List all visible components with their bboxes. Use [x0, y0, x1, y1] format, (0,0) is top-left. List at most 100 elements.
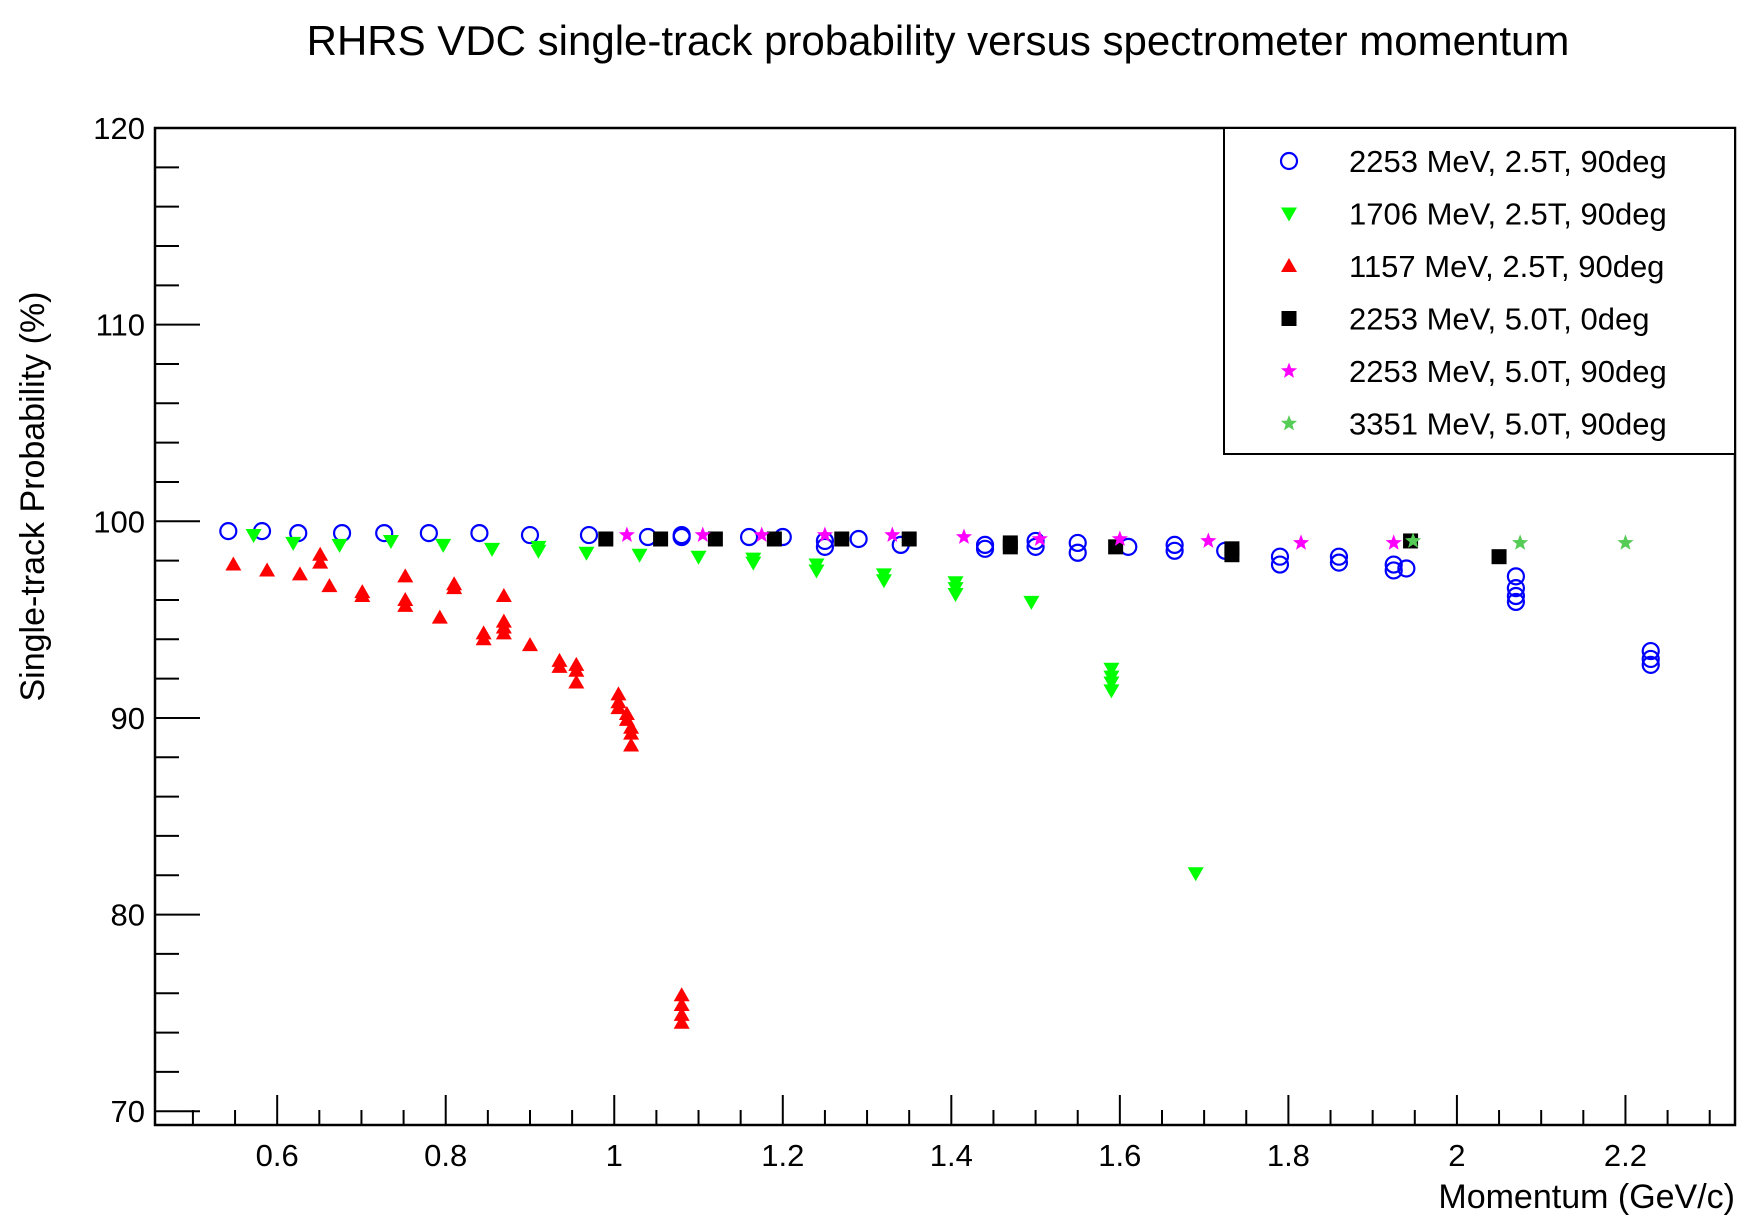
data-point — [1617, 534, 1634, 550]
data-point — [331, 538, 348, 553]
data-point — [875, 574, 892, 589]
data-point — [901, 531, 917, 547]
data-point — [1031, 530, 1048, 546]
legend-entry: 2253 MeV, 5.0T, 90deg — [1280, 354, 1667, 389]
x-tick-label: 2 — [1448, 1138, 1465, 1173]
data-point — [815, 537, 835, 556]
data-point — [884, 526, 901, 542]
x-tick-label: 1.4 — [930, 1138, 973, 1173]
data-point — [808, 564, 825, 579]
legend-marker — [1281, 311, 1297, 326]
x-axis: 0.6 0.8 1 1.2 1.4 1.6 1.8 2 2.2 — [191, 1095, 1711, 1173]
series-2 — [245, 529, 1204, 882]
data-point — [1023, 595, 1040, 610]
data-point — [745, 556, 762, 571]
x-tick-label: 1.6 — [1098, 1138, 1141, 1173]
y-tick-label: 110 — [96, 308, 145, 343]
data-point — [673, 1014, 690, 1029]
data-point — [1384, 555, 1403, 574]
data-point — [475, 631, 492, 646]
data-point — [690, 550, 707, 565]
data-points — [219, 522, 1660, 1029]
legend-marker — [1281, 207, 1297, 222]
legend-label: 2253 MeV, 5.0T, 90deg — [1349, 354, 1667, 389]
data-point — [1103, 662, 1120, 677]
data-point — [1165, 541, 1184, 560]
data-point — [1512, 534, 1529, 550]
legend-entry: 2253 MeV, 2.5T, 90deg — [1279, 144, 1667, 179]
data-point — [1329, 547, 1349, 566]
data-point — [495, 588, 512, 603]
data-point — [1165, 535, 1184, 554]
y-tick-label: 100 — [93, 504, 145, 539]
data-point — [955, 528, 973, 544]
chart-title: RHRS VDC single-track probability versus… — [307, 17, 1570, 64]
data-point — [259, 562, 276, 577]
legend-entry: 1157 MeV, 2.5T, 90deg — [1281, 249, 1664, 284]
data-point — [397, 568, 414, 583]
data-point — [672, 527, 691, 547]
data-point — [1506, 586, 1526, 606]
data-point — [431, 609, 448, 624]
data-point — [1002, 539, 1018, 555]
legend-label: 2253 MeV, 2.5T, 90deg — [1349, 144, 1667, 179]
data-point — [1026, 531, 1045, 551]
data-point — [321, 578, 338, 593]
data-point — [766, 531, 782, 547]
series-6 — [1405, 532, 1634, 550]
legend-entry: 2253 MeV, 5.0T, 0deg — [1281, 302, 1649, 337]
data-point — [397, 597, 414, 612]
data-point — [694, 526, 711, 542]
data-point — [1224, 547, 1240, 563]
data-point — [1405, 532, 1422, 548]
data-point — [623, 725, 640, 740]
data-point — [1491, 549, 1507, 565]
legend-marker — [1279, 151, 1299, 171]
data-point — [530, 544, 547, 559]
data-point — [1641, 649, 1660, 669]
data-point — [1329, 553, 1349, 572]
data-point — [1506, 579, 1526, 598]
legend-label: 1706 MeV, 2.5T, 90deg — [1349, 197, 1667, 232]
data-point — [610, 686, 627, 701]
y-axis: 70 80 90 100 110 120 — [93, 111, 200, 1129]
x-axis-label: Momentum (GeV/c) — [1438, 1178, 1735, 1216]
data-point — [568, 674, 585, 689]
data-point — [579, 525, 599, 545]
data-point — [707, 531, 723, 547]
data-point — [834, 531, 850, 547]
legend-marker — [1281, 258, 1297, 272]
data-point — [312, 554, 329, 569]
data-point — [947, 588, 964, 603]
data-point — [1187, 867, 1204, 882]
data-point — [1103, 676, 1120, 691]
y-tick-label: 80 — [111, 898, 145, 933]
data-point — [1397, 559, 1416, 578]
data-point — [484, 542, 501, 557]
legend-label: 2253 MeV, 5.0T, 0deg — [1349, 302, 1649, 337]
data-point — [495, 625, 512, 640]
data-point — [673, 987, 690, 1002]
plot-frame — [153, 126, 1737, 1127]
data-point — [225, 556, 242, 571]
data-point — [1506, 592, 1526, 612]
legend-marker — [1280, 362, 1298, 378]
legend-label: 1157 MeV, 2.5T, 90deg — [1349, 249, 1664, 284]
data-point — [354, 588, 371, 603]
y-tick-label: 120 — [93, 111, 145, 146]
data-point — [849, 529, 868, 549]
data-point — [470, 523, 489, 543]
y-axis-label: Single-track Probability (%) — [14, 291, 52, 701]
data-point — [623, 737, 640, 752]
data-point — [245, 529, 262, 544]
data-point — [816, 526, 833, 542]
data-point — [1270, 555, 1290, 574]
series-4 — [598, 531, 1507, 565]
data-point — [291, 566, 308, 581]
data-point — [1641, 641, 1660, 661]
data-point — [1108, 539, 1124, 555]
data-point — [1103, 684, 1120, 699]
x-tick-label: 0.8 — [424, 1138, 467, 1173]
y-tick-label: 70 — [111, 1094, 145, 1129]
